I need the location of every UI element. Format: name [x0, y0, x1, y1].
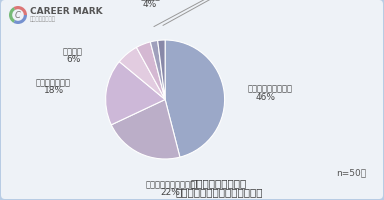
- Text: 2%: 2%: [308, 0, 322, 1]
- Text: 6%: 6%: [67, 55, 81, 64]
- Wedge shape: [136, 43, 165, 100]
- Text: パート・アルバイト: パート・アルバイト: [248, 84, 293, 93]
- Text: CAREER MARK: CAREER MARK: [30, 6, 103, 15]
- Text: 22%: 22%: [160, 187, 180, 196]
- Text: 総合キャリア支援: 総合キャリア支援: [30, 16, 56, 22]
- Text: 再就職で希望する就労形態は？: 再就職で希望する就労形態は？: [175, 186, 263, 196]
- Wedge shape: [106, 62, 165, 125]
- Text: 正社員（時短）: 正社員（時短）: [36, 78, 71, 87]
- Wedge shape: [9, 8, 15, 24]
- Wedge shape: [111, 100, 180, 159]
- Wedge shape: [150, 41, 165, 100]
- Wedge shape: [13, 7, 27, 16]
- Wedge shape: [165, 41, 225, 157]
- Text: 2%: 2%: [213, 0, 227, 1]
- Text: C: C: [15, 11, 21, 20]
- Text: 派遣社員: 派遣社員: [140, 0, 160, 2]
- Text: 18%: 18%: [44, 86, 64, 95]
- Text: 46%: 46%: [255, 93, 275, 101]
- Text: 現在、求職中の方へ: 現在、求職中の方へ: [191, 177, 247, 187]
- Text: 正社員（フルタイム）: 正社員（フルタイム）: [145, 179, 195, 188]
- Text: 4%: 4%: [143, 0, 157, 9]
- Wedge shape: [119, 48, 165, 100]
- Wedge shape: [158, 41, 165, 100]
- Text: 契約社員: 契約社員: [63, 47, 83, 56]
- Wedge shape: [13, 16, 27, 25]
- Text: n=50人: n=50人: [336, 168, 366, 177]
